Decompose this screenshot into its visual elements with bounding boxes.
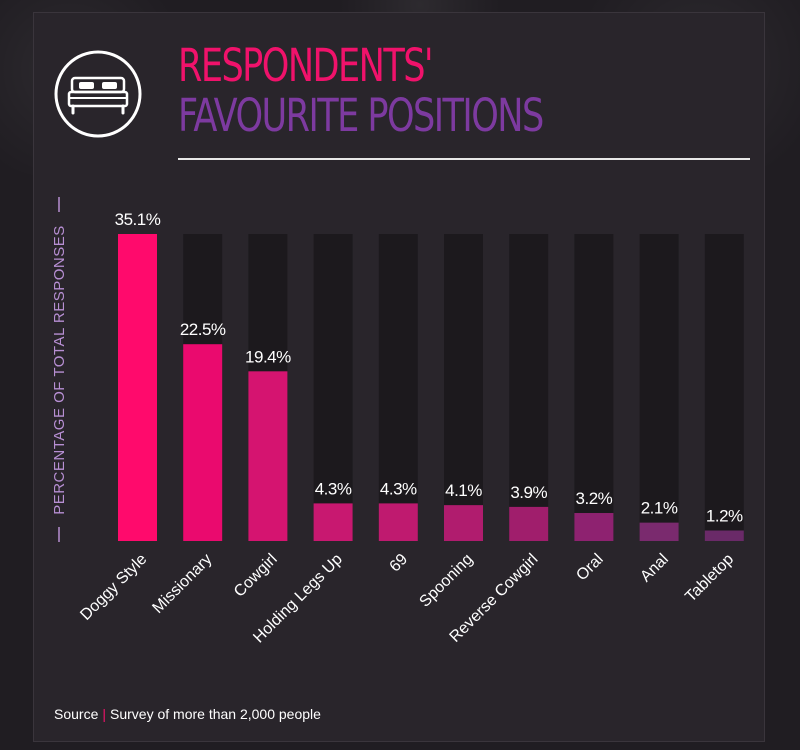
- data-label: 3.2%: [576, 489, 613, 508]
- category-label: Tabletop: [682, 551, 737, 606]
- source-separator: |: [102, 706, 106, 722]
- data-label: 22.5%: [180, 320, 226, 339]
- bar-track: [509, 234, 549, 541]
- bar-reverse-cowgirl: [509, 506, 549, 541]
- category-label: Oral: [573, 551, 606, 584]
- chart-title-line-2: FAVOURITE POSITIONS: [178, 89, 544, 142]
- bar-track: [574, 234, 614, 541]
- data-label: 1.2%: [706, 507, 743, 526]
- bar-track: [639, 234, 679, 541]
- source-text: Survey of more than 2,000 people: [110, 706, 321, 722]
- bar-spooning: [444, 505, 483, 541]
- bar-track: [313, 234, 353, 541]
- y-axis-title: PERCENTAGE OF TOTAL RESPONSES: [51, 225, 68, 515]
- bar-holding-legs-up: [313, 503, 353, 541]
- bar-cowgirl: [248, 371, 288, 541]
- source-label: Source: [54, 706, 99, 722]
- data-label: 19.4%: [245, 347, 291, 366]
- data-label: 2.1%: [641, 499, 678, 518]
- bar-oral: [574, 513, 614, 541]
- category-label: Cowgirl: [231, 551, 281, 601]
- bar-missionary: [183, 344, 223, 541]
- category-label: 69: [387, 551, 412, 576]
- bar-track: [378, 234, 418, 541]
- bed-icon: [52, 48, 144, 140]
- bar-tabletop: [704, 530, 744, 541]
- title-divider: [178, 158, 750, 160]
- bar-doggy-style: [118, 234, 157, 541]
- chart-title-line-1: RESPONDENTS': [178, 39, 434, 92]
- data-label: 35.1%: [115, 210, 161, 229]
- source-note: Source | Survey of more than 2,000 people: [54, 706, 321, 722]
- bar-anal: [639, 522, 679, 541]
- bar-track: [444, 234, 483, 541]
- category-label: Spooning: [416, 551, 476, 611]
- data-label: 4.3%: [380, 479, 417, 498]
- bar-69: [378, 503, 418, 541]
- category-label: Anal: [637, 551, 672, 586]
- data-label: 4.3%: [315, 479, 352, 498]
- bar-track: [704, 234, 744, 541]
- category-label: Doggy Style: [77, 551, 150, 624]
- category-label: Missionary: [149, 551, 215, 617]
- data-label: 3.9%: [510, 483, 547, 502]
- data-label: 4.1%: [445, 481, 482, 500]
